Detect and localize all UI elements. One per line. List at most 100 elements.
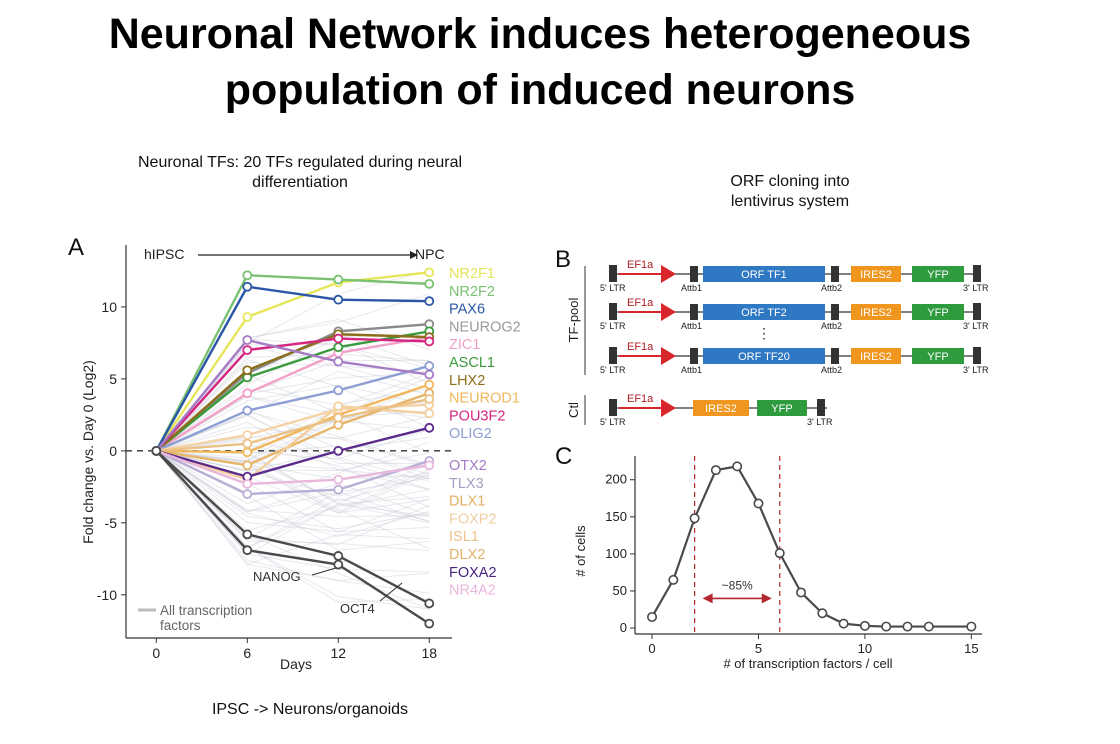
x-tick-label: 0 bbox=[648, 641, 655, 656]
legend-nr4a2: NR4A2 bbox=[449, 583, 496, 599]
background-tf-line bbox=[156, 450, 430, 517]
series-line-oct4 bbox=[155, 449, 430, 605]
data-point-neurod1 bbox=[242, 447, 253, 458]
background-tf-line bbox=[156, 450, 430, 533]
x-tick-label: 5 bbox=[755, 641, 762, 656]
data-point-olig2 bbox=[424, 361, 435, 371]
ltr3-label: 3' LTR bbox=[963, 365, 989, 375]
legend-olig2: OLIG2 bbox=[449, 426, 492, 442]
x-tick-label: 18 bbox=[421, 645, 437, 661]
series-line-tlx3 bbox=[155, 449, 430, 496]
background-tf-line bbox=[156, 450, 430, 550]
ires-label: IRES2 bbox=[860, 307, 892, 319]
ltr5-label: 5' LTR bbox=[600, 321, 626, 331]
data-point-tlx3 bbox=[242, 489, 253, 499]
orf-box bbox=[703, 266, 825, 282]
construct-control: 5' LTR EF1a IRES2 YFP 3' LTR bbox=[600, 393, 833, 427]
tf-pool-label: TF-pool bbox=[566, 297, 581, 342]
attb2-label: Attb2 bbox=[821, 283, 842, 293]
data-point bbox=[923, 621, 934, 632]
ltr3-label: 3' LTR bbox=[807, 417, 833, 427]
y-tick-label: 200 bbox=[605, 472, 627, 487]
legend-neurog2: NEUROG2 bbox=[449, 319, 521, 335]
legend-ascl1: ASCL1 bbox=[449, 355, 495, 371]
range-arrow-left-head bbox=[702, 593, 713, 604]
orf-label: ORF TF1 bbox=[741, 269, 787, 281]
attb1-box bbox=[690, 348, 698, 364]
distribution-line bbox=[651, 465, 972, 628]
attb1-label: Attb1 bbox=[681, 321, 702, 331]
y-tick-label: 10 bbox=[101, 299, 117, 315]
background-tf-line bbox=[156, 441, 430, 505]
legend-lhx2: LHX2 bbox=[449, 373, 485, 389]
series-line-olig2 bbox=[155, 364, 430, 452]
all-tf-legend-line2: factors bbox=[160, 618, 201, 633]
data-point bbox=[859, 620, 870, 631]
promoter-arrow bbox=[661, 265, 676, 283]
data-point-zic1 bbox=[242, 388, 253, 399]
data-point-foxp2 bbox=[242, 430, 253, 440]
ctl-label: Ctl bbox=[566, 402, 581, 418]
background-tf-line bbox=[155, 450, 430, 565]
ef1a-label: EF1a bbox=[627, 297, 654, 309]
y-tick-label: 50 bbox=[613, 583, 627, 598]
panel-c-dashed-lines bbox=[694, 456, 781, 634]
y-tick-label: -5 bbox=[105, 515, 118, 531]
data-point bbox=[753, 498, 764, 509]
panel-b-caption-line1: ORF cloning into bbox=[730, 173, 850, 190]
legend-otx2: OTX2 bbox=[449, 458, 487, 474]
series-line-zic1 bbox=[155, 335, 430, 452]
data-point bbox=[881, 621, 892, 632]
background-tf-line bbox=[155, 450, 430, 582]
construct-tf2: 5' LTR EF1a Attb1 ORF TF2 Attb2 IRES2 YF… bbox=[600, 297, 989, 331]
slide-title-line1: Neuronal Network induces heterogeneous bbox=[108, 10, 972, 58]
series-line-lhx2 bbox=[155, 333, 430, 452]
series-line-nr2f2 bbox=[155, 274, 430, 452]
background-tf-line bbox=[156, 450, 430, 530]
data-point-nanog bbox=[242, 545, 253, 556]
background-tf-line bbox=[155, 353, 430, 452]
data-point bbox=[817, 608, 828, 619]
promoter-arrow bbox=[661, 303, 676, 321]
slide-title-line2: population of induced neurons bbox=[224, 66, 856, 114]
data-point-pax6 bbox=[333, 294, 344, 305]
attb2-box bbox=[831, 266, 839, 282]
ires-box bbox=[693, 400, 749, 416]
data-point bbox=[796, 587, 807, 598]
construct-tf1: 5' LTR EF1a Attb1 ORF TF1 Attb2 IRES2 YF… bbox=[600, 259, 989, 293]
slide-title: Neuronal Network induces heterogeneous p… bbox=[0, 6, 1080, 118]
data-point bbox=[774, 548, 785, 559]
yfp-label: YFP bbox=[927, 269, 948, 281]
promoter-arrow bbox=[661, 399, 676, 417]
data-point-nr4a2 bbox=[242, 479, 253, 489]
panel-a-series bbox=[151, 267, 435, 629]
background-tf-line bbox=[156, 450, 430, 497]
background-tf-line bbox=[156, 415, 430, 482]
legend-nr2f2: NR2F2 bbox=[449, 284, 495, 300]
panel-a-axes bbox=[125, 245, 452, 639]
background-tf-line bbox=[156, 370, 430, 452]
data-point-nr2f1 bbox=[242, 312, 253, 322]
y-tick-label: 0 bbox=[620, 620, 627, 635]
series-line-foxa2 bbox=[155, 426, 430, 478]
attb2-label: Attb2 bbox=[821, 365, 842, 375]
series-line-pou3f2 bbox=[155, 337, 430, 452]
panel-a-y-label: Fold change vs. Day 0 (Log2) bbox=[80, 360, 96, 544]
data-point-dlx2 bbox=[333, 412, 344, 423]
ltr3-box bbox=[973, 303, 981, 320]
data-point-otx2 bbox=[424, 369, 435, 380]
data-point-foxa2 bbox=[424, 422, 435, 433]
background-tf-line bbox=[155, 450, 430, 552]
ltr5-box bbox=[609, 303, 617, 320]
ltr3-box bbox=[973, 347, 981, 364]
background-tf-line bbox=[156, 383, 430, 452]
x-tick-label: 12 bbox=[330, 645, 346, 661]
nanog-label: NANOG bbox=[253, 569, 301, 584]
panel-c-y-label: # of cells bbox=[573, 525, 588, 577]
background-tf-line bbox=[155, 450, 430, 573]
background-tf-line bbox=[156, 450, 430, 472]
data-point bbox=[668, 574, 679, 585]
ef1a-label: EF1a bbox=[627, 341, 654, 353]
hipsc-label: hIPSC bbox=[144, 246, 184, 262]
